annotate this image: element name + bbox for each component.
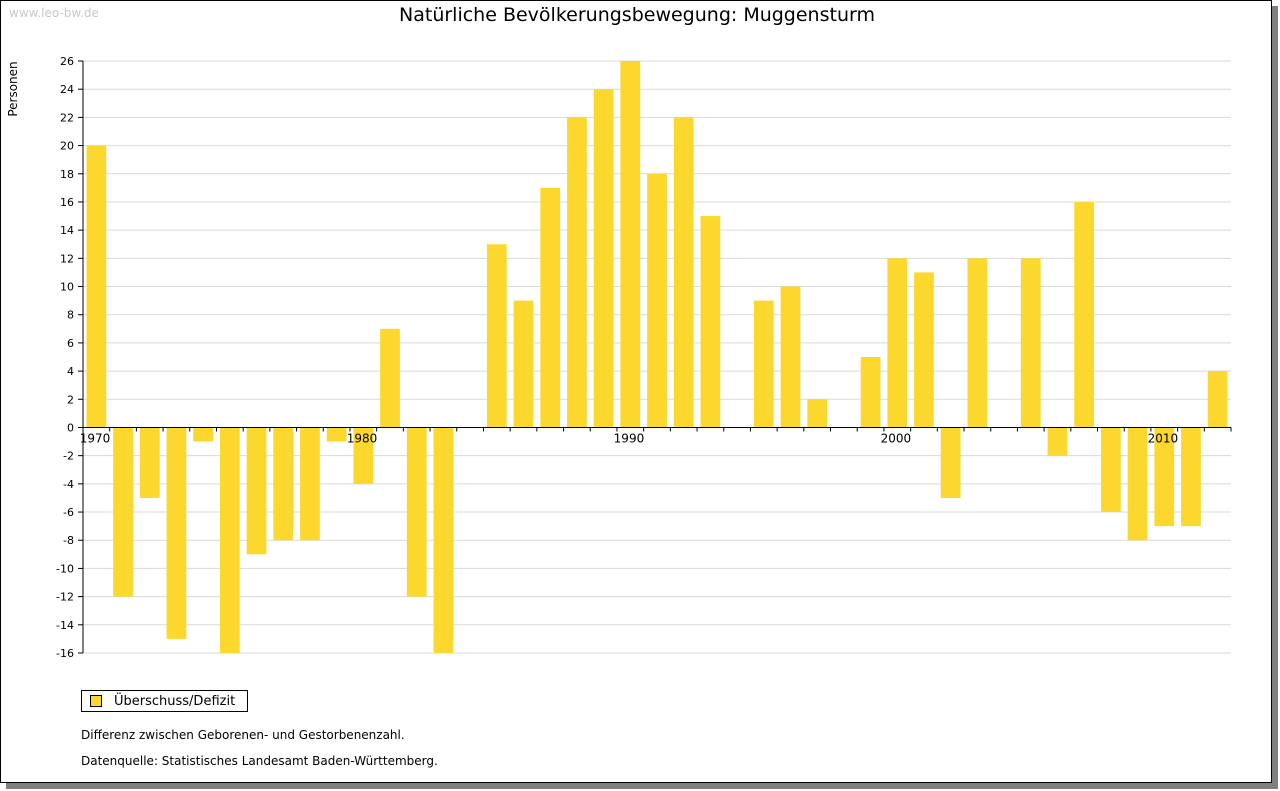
bar-1996 <box>780 286 801 428</box>
bar-1977 <box>273 427 294 541</box>
legend: Überschuss/Defizit <box>81 690 249 712</box>
legend-swatch <box>90 695 102 707</box>
legend-label: Überschuss/Defizit <box>114 693 236 709</box>
bar-1989 <box>593 89 614 428</box>
bar-1985 <box>486 244 507 428</box>
bar-chart: 26242220181614121086420-2-4-6-8-10-12-14… <box>56 55 1232 660</box>
x-tick-label-1990: 1990 <box>614 431 645 445</box>
bar-2007 <box>1074 201 1095 428</box>
bar-1974 <box>193 427 214 442</box>
y-tick-label: 14 <box>60 224 74 237</box>
bar-1978 <box>300 427 320 541</box>
bar-1988 <box>567 117 587 428</box>
y-tick-label: -2 <box>63 450 74 463</box>
bar-2001 <box>914 272 934 428</box>
x-tick-label-1970: 1970 <box>80 431 111 445</box>
bar-1979 <box>326 427 347 442</box>
bar-1970 <box>86 145 107 428</box>
y-tick-label: 0 <box>67 421 74 434</box>
y-tick-label: -8 <box>63 534 74 547</box>
y-tick-label: -12 <box>56 591 74 604</box>
y-tick-label: -10 <box>56 562 74 575</box>
y-tick-label: -16 <box>56 647 74 660</box>
y-tick-label: 20 <box>60 140 74 153</box>
y-tick-label: 2 <box>67 393 74 406</box>
chart-title: Natürliche Bevölkerungsbewegung: Muggens… <box>399 4 875 26</box>
bar-1975 <box>219 427 240 653</box>
bar-1995 <box>753 300 774 428</box>
watermark: www.leo-bw.de <box>9 6 99 20</box>
y-tick-label: 16 <box>60 196 74 209</box>
note-source: Datenquelle: Statistisches Landesamt Bad… <box>81 754 438 768</box>
bar-1991 <box>647 173 667 428</box>
y-tick-label: 26 <box>60 55 74 68</box>
y-tick-label: 24 <box>60 83 74 96</box>
bar-2008 <box>1100 427 1121 513</box>
y-tick-label: 8 <box>67 309 74 322</box>
y-tick-label: 12 <box>60 252 74 265</box>
bar-1999 <box>860 357 881 428</box>
bar-1981 <box>380 328 400 428</box>
bar-1980 <box>353 427 374 484</box>
bar-1992 <box>673 117 694 428</box>
bar-1983 <box>433 427 454 653</box>
bar-1987 <box>540 187 561 428</box>
bar-2005 <box>1020 258 1041 428</box>
note-difference: Differenz zwischen Geborenen- und Gestor… <box>81 728 405 742</box>
y-tick-label: -4 <box>63 478 74 491</box>
bar-1990 <box>620 61 641 428</box>
bar-1972 <box>139 427 160 498</box>
bar-2011 <box>1181 427 1201 527</box>
y-tick-label: 10 <box>60 281 74 294</box>
y-tick-label: -14 <box>56 619 74 632</box>
y-tick-label: 6 <box>67 337 74 350</box>
bar-2006 <box>1047 427 1068 456</box>
bar-1982 <box>406 427 427 597</box>
bar-2003 <box>967 258 988 428</box>
bar-2000 <box>887 258 908 428</box>
x-tick-label-1980: 1980 <box>347 431 378 445</box>
y-tick-label: 4 <box>67 365 74 378</box>
bar-1993 <box>700 216 721 428</box>
bar-1976 <box>246 427 267 555</box>
y-tick-label: -6 <box>63 506 74 519</box>
y-tick-label: 22 <box>60 111 74 124</box>
x-tick-label-2000: 2000 <box>881 431 912 445</box>
x-tick-label-2010: 2010 <box>1148 431 1179 445</box>
bar-1973 <box>166 427 187 639</box>
bar-2009 <box>1127 427 1148 541</box>
bar-1997 <box>807 399 828 428</box>
bar-1986 <box>513 300 534 428</box>
y-tick-label: 18 <box>60 168 74 181</box>
bar-1971 <box>113 427 133 597</box>
bar-2012 <box>1207 371 1228 428</box>
bar-2002 <box>940 427 961 498</box>
bar-2010 <box>1154 427 1175 527</box>
